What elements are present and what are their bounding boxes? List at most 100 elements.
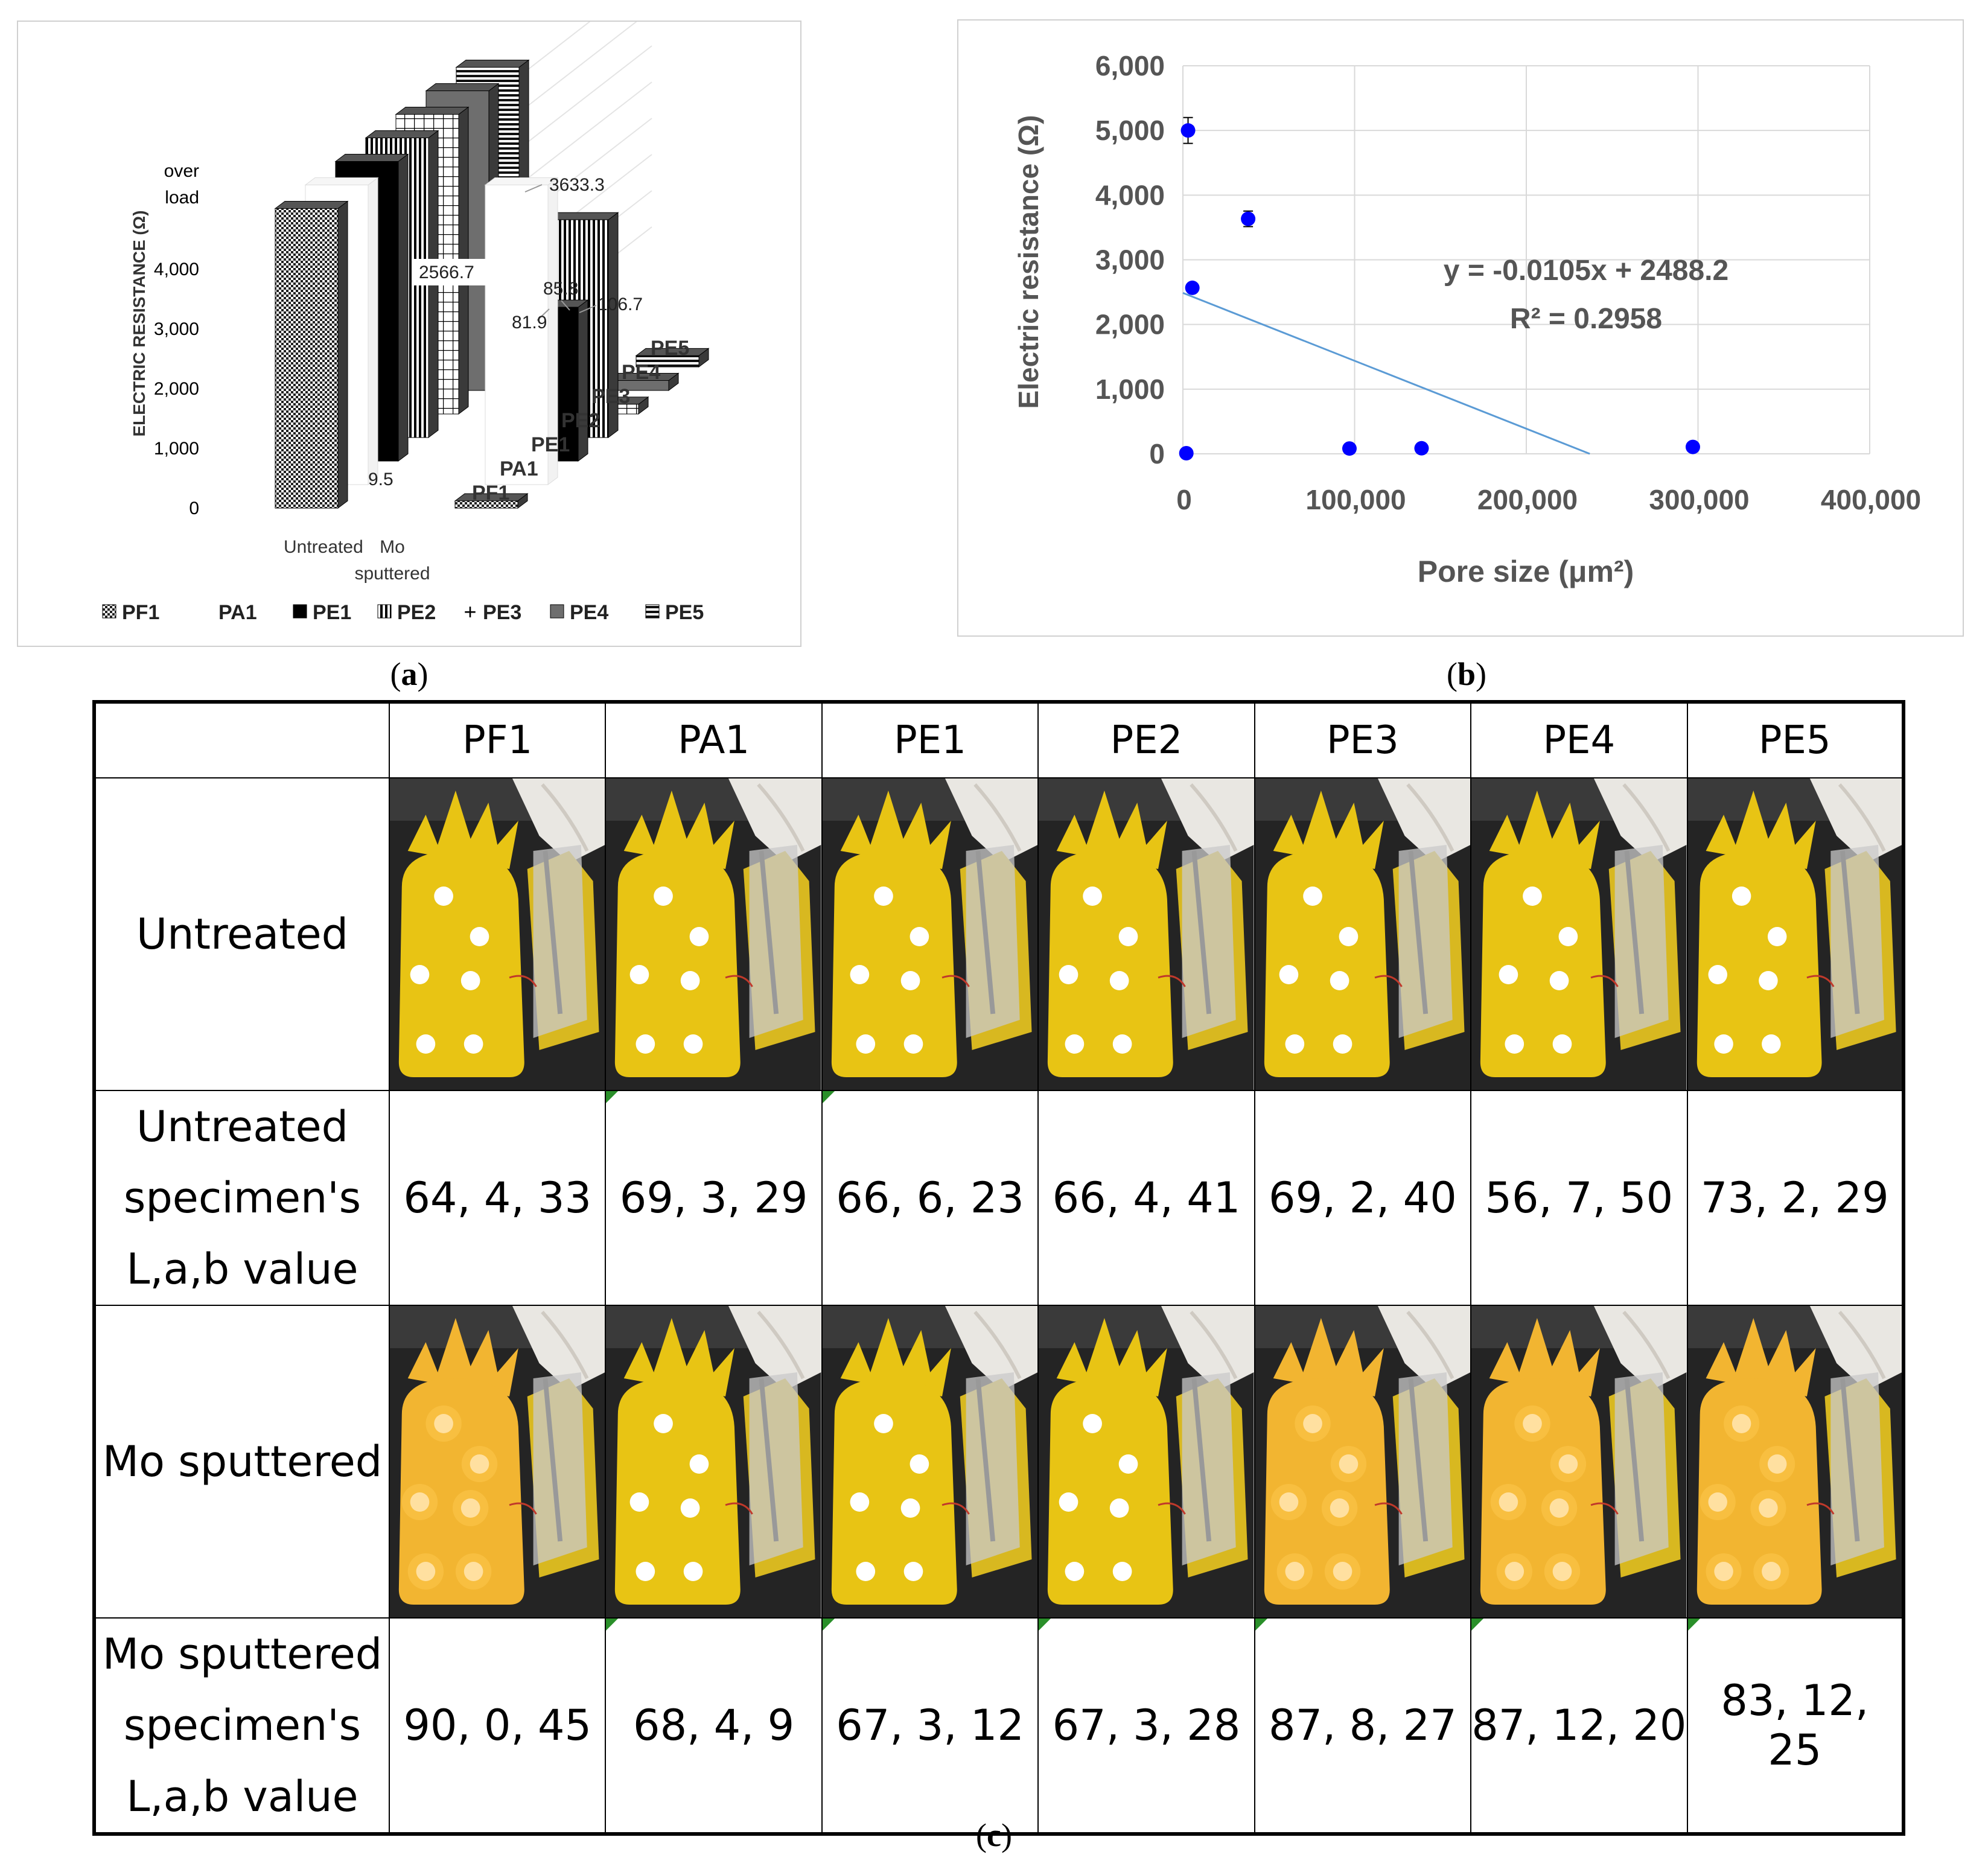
photo-cell-pa1 bbox=[605, 1305, 823, 1619]
y-axis-title: Electric resistance (Ω) bbox=[1013, 115, 1044, 409]
scatter-points bbox=[1179, 116, 1700, 460]
lamp-photo bbox=[390, 778, 605, 1090]
category-label-mo-sputtered: Mo bbox=[380, 537, 405, 557]
photo-cell-pe5 bbox=[1686, 1305, 1905, 1619]
x-tick-label: 0 bbox=[1176, 484, 1192, 515]
row-label-line: L,a,b value bbox=[126, 1772, 358, 1821]
column-header-pe1: PE1 bbox=[821, 701, 1039, 778]
x-tick-label: 200,000 bbox=[1477, 484, 1578, 515]
column-header-pa1: PA1 bbox=[605, 701, 823, 778]
column-header-pf1: PF1 bbox=[388, 701, 607, 778]
data-point bbox=[1185, 280, 1200, 295]
data-label-leader bbox=[524, 184, 543, 193]
scatter-labels: 0 1,000 2,000 3,000 4,000 5,000 6,000 0 100,000 2… bbox=[1013, 50, 1921, 588]
legend-label-pe1: PE1 bbox=[313, 601, 351, 624]
depth-label-pe5: PE5 bbox=[651, 337, 689, 360]
row-label-line: Mo sputtered bbox=[102, 1629, 383, 1679]
y-axis-title: ELECTRIC RESISTANCE (Ω) bbox=[130, 210, 148, 436]
data-label: 81.9 bbox=[512, 313, 547, 333]
lab-value-table: PF1 PA1 PE1 PE2 PE3 PE4 PE5 Untreated Untreated s… bbox=[92, 700, 1905, 1836]
bar-top-pa1 bbox=[484, 177, 559, 185]
legend-label-pe2: PE2 bbox=[397, 601, 436, 624]
y-tick-label: 2,000 bbox=[1095, 309, 1165, 340]
panel-label-c: (c) bbox=[976, 1817, 1012, 1853]
legend-swatch-pe1 bbox=[293, 604, 307, 619]
table-row: Mo sputtered bbox=[94, 1305, 1905, 1619]
data-label: 2566.7 bbox=[419, 263, 474, 282]
legend-swatch-pe2 bbox=[377, 604, 392, 619]
data-point bbox=[1685, 439, 1700, 454]
lamp-photo bbox=[1255, 1306, 1471, 1617]
y-tick-label: 0 bbox=[1149, 438, 1165, 470]
lab-value-pe1: 66, 6, 23 bbox=[821, 1090, 1039, 1306]
bar-chart: 0 1,000 2,000 3,000 4,000 over load ELECTRIC RE… bbox=[102, 0, 710, 624]
table-row: Untreated specimen's L,a,b value 64, 4, 33 6… bbox=[94, 1090, 1905, 1306]
scatter-trendline bbox=[1182, 291, 1590, 455]
bar-side-pe1 bbox=[398, 153, 409, 462]
lamp-photo bbox=[606, 1306, 821, 1617]
photo-cell-pf1 bbox=[388, 1305, 607, 1619]
depth-label-pa1: PA1 bbox=[500, 457, 538, 480]
depth-label-pe1: PE1 bbox=[531, 433, 570, 456]
bar-pe5-mo-sputtered bbox=[636, 355, 699, 368]
y-tick-label: 6,000 bbox=[1095, 50, 1165, 81]
y-tick-label: 3,000 bbox=[154, 319, 199, 339]
legend-label-pe3: PE3 bbox=[483, 601, 521, 624]
row-label-line: specimen's bbox=[123, 1701, 362, 1750]
y-tick-label: 3,000 bbox=[1095, 244, 1165, 276]
lab-value-pe1: 67, 3, 12 bbox=[821, 1617, 1039, 1835]
data-point bbox=[1241, 211, 1256, 226]
row-label: Untreated specimen's L,a,b value bbox=[94, 1090, 390, 1306]
y-tick-overload: over bbox=[164, 161, 199, 181]
lamp-photo bbox=[390, 1306, 605, 1617]
bar-top-pe3 bbox=[395, 107, 470, 115]
lamp-photo bbox=[822, 1306, 1038, 1617]
x-tick-label: 400,000 bbox=[1821, 484, 1921, 515]
y-tick-label: 1,000 bbox=[1095, 374, 1165, 405]
table-row: Mo sputtered specimen's L,a,b value 90, 0, … bbox=[94, 1617, 1905, 1835]
table-header-row: PF1 PA1 PE1 PE2 PE3 PE4 PE5 bbox=[94, 701, 1905, 778]
trend-r-squared: R² = 0.2958 bbox=[1510, 303, 1662, 335]
y-tick-label: 4,000 bbox=[1095, 179, 1165, 211]
trendline bbox=[1182, 291, 1590, 455]
row-label: Mo sputtered specimen's L,a,b value bbox=[94, 1617, 390, 1835]
legend-swatch-pe3: + bbox=[464, 599, 476, 624]
bar-side-pe1 bbox=[578, 299, 588, 462]
data-point bbox=[1342, 441, 1357, 456]
lamp-photo bbox=[606, 778, 821, 1090]
panel-label-b: (b) bbox=[1446, 656, 1487, 692]
category-label-mo-sputtered: sputtered bbox=[354, 564, 430, 584]
data-label-leader bbox=[561, 300, 570, 311]
lab-value-pe2: 66, 4, 41 bbox=[1037, 1090, 1255, 1306]
depth-label-pf1: PF1 bbox=[472, 482, 509, 505]
photo-cell-pa1 bbox=[605, 777, 823, 1091]
photo-cell-pe5 bbox=[1686, 777, 1905, 1091]
data-label-box bbox=[413, 259, 492, 285]
lab-value-pe2: 67, 3, 28 bbox=[1037, 1617, 1255, 1835]
category-label-untreated: Untreated bbox=[284, 537, 363, 557]
bar-chart-panel: 0 1,000 2,000 3,000 4,000 over load ELECTRIC RE… bbox=[17, 0, 801, 647]
data-label: 85.8 bbox=[543, 279, 578, 299]
scatter-chart: 0 1,000 2,000 3,000 4,000 5,000 6,000 0 100,000 2… bbox=[1013, 50, 1921, 588]
lamp-photo bbox=[1687, 1306, 1902, 1617]
photo-cell-pe1 bbox=[821, 777, 1039, 1091]
bar-top-pe2 bbox=[365, 130, 439, 138]
column-header-pe5: PE5 bbox=[1686, 701, 1905, 778]
y-tick-overload: load bbox=[165, 188, 199, 208]
row-label-line: Untreated bbox=[136, 909, 349, 959]
legend-swatch-pe5 bbox=[645, 604, 660, 619]
row-label-line: Mo sputtered bbox=[102, 1437, 383, 1486]
bar-side-pf1 bbox=[337, 200, 348, 509]
photo-cell-pe4 bbox=[1470, 777, 1688, 1091]
x-tick-label: 300,000 bbox=[1649, 484, 1749, 515]
lab-value-pe5: 83, 12, 25 bbox=[1686, 1617, 1905, 1835]
data-label: 106.7 bbox=[597, 294, 643, 314]
depth-label-pe4: PE4 bbox=[622, 361, 660, 384]
row-label-line: L,a,b value bbox=[126, 1244, 358, 1294]
lamp-photo bbox=[1255, 778, 1471, 1090]
data-point bbox=[1414, 441, 1429, 456]
x-axis-title: Pore size (μm²) bbox=[1418, 555, 1634, 588]
lab-value-pf1: 64, 4, 33 bbox=[388, 1090, 607, 1306]
bar-top-pe4 bbox=[425, 83, 500, 91]
bar-top-pa1 bbox=[304, 177, 379, 185]
